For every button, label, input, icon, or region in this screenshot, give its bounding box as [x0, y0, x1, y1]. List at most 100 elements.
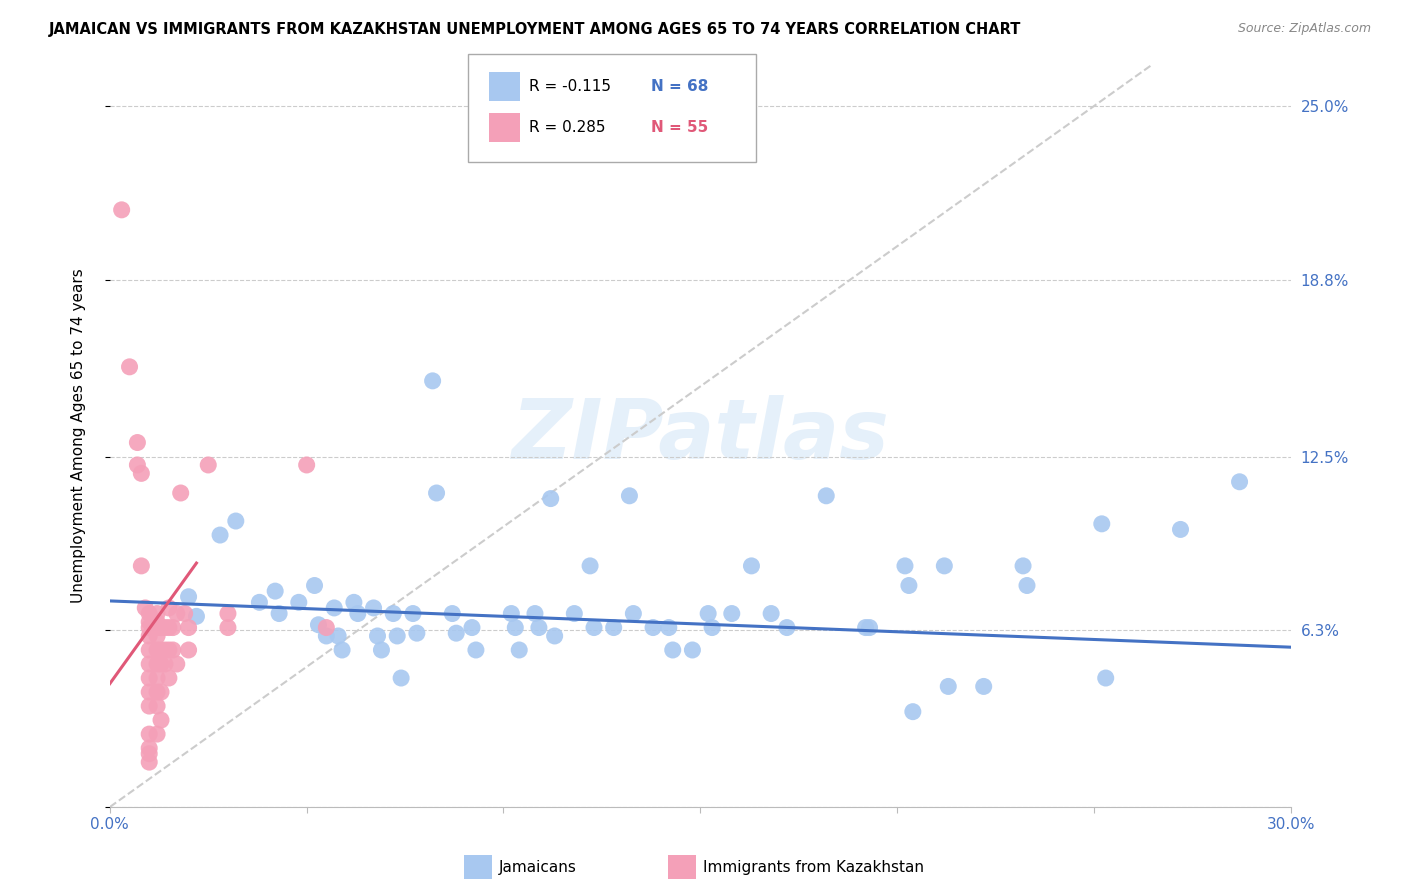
Point: [138, 671, 160, 685]
Point: [759, 607, 782, 621]
Point: [936, 680, 959, 694]
Point: [776, 621, 799, 635]
Point: [162, 643, 184, 657]
Point: [901, 705, 924, 719]
Point: [855, 621, 877, 635]
Point: [602, 621, 624, 635]
Point: [328, 629, 350, 643]
Point: [402, 607, 425, 621]
Point: [146, 621, 169, 635]
Point: [304, 578, 326, 592]
Point: [697, 607, 720, 621]
Point: [858, 621, 880, 635]
Point: [157, 601, 180, 615]
Text: Source: ZipAtlas.com: Source: ZipAtlas.com: [1237, 22, 1371, 36]
Point: [249, 595, 271, 609]
Text: JAMAICAN VS IMMIGRANTS FROM KAZAKHSTAN UNEMPLOYMENT AMONG AGES 65 TO 74 YEARS CO: JAMAICAN VS IMMIGRANTS FROM KAZAKHSTAN U…: [49, 22, 1022, 37]
Text: ZIPatlas: ZIPatlas: [512, 395, 889, 476]
Point: [1094, 671, 1116, 685]
Point: [1229, 475, 1251, 489]
Point: [661, 643, 683, 657]
Point: [1091, 516, 1114, 531]
Point: [621, 607, 644, 621]
Point: [146, 629, 169, 643]
Point: [111, 202, 134, 217]
Point: [134, 601, 156, 615]
Point: [934, 558, 956, 573]
Point: [138, 727, 160, 741]
Point: [370, 643, 392, 657]
Point: [894, 558, 917, 573]
Point: [186, 609, 208, 624]
Point: [387, 629, 409, 643]
Point: [441, 607, 464, 621]
Point: [146, 727, 169, 741]
Point: [1015, 578, 1038, 592]
Text: Immigrants from Kazakhstan: Immigrants from Kazakhstan: [703, 860, 924, 874]
Point: [973, 680, 995, 694]
Point: [720, 607, 742, 621]
Point: [815, 489, 838, 503]
Point: [138, 607, 160, 621]
Point: [264, 584, 287, 599]
Point: [153, 621, 176, 635]
Point: [138, 621, 160, 635]
Point: [315, 629, 337, 643]
Point: [343, 595, 366, 609]
Point: [225, 514, 247, 528]
Point: [897, 578, 920, 592]
Point: [1012, 558, 1035, 573]
Point: [508, 643, 530, 657]
Y-axis label: Unemployment Among Ages 65 to 74 years: Unemployment Among Ages 65 to 74 years: [72, 268, 86, 603]
Point: [127, 458, 149, 472]
Point: [150, 713, 173, 727]
Point: [323, 601, 346, 615]
Point: [540, 491, 562, 506]
Point: [162, 621, 184, 635]
Point: [177, 643, 200, 657]
Point: [138, 629, 160, 643]
Point: [150, 657, 173, 671]
Text: R = 0.285: R = 0.285: [529, 120, 605, 135]
Point: [127, 435, 149, 450]
Point: [138, 685, 160, 699]
Point: [681, 643, 703, 657]
Text: Jamaicans: Jamaicans: [499, 860, 576, 874]
Point: [157, 671, 180, 685]
Point: [138, 699, 160, 714]
Point: [138, 643, 160, 657]
Point: [118, 359, 141, 374]
Point: [582, 621, 605, 635]
Text: R = -0.115: R = -0.115: [529, 79, 610, 94]
Point: [197, 458, 219, 472]
Point: [288, 595, 311, 609]
Point: [177, 621, 200, 635]
Point: [150, 643, 173, 657]
Point: [579, 558, 602, 573]
Point: [138, 755, 160, 769]
Point: [166, 607, 188, 621]
Point: [315, 621, 337, 635]
Point: [619, 489, 641, 503]
Point: [464, 643, 486, 657]
Point: [209, 528, 232, 542]
Point: [461, 621, 484, 635]
Point: [562, 607, 585, 621]
Point: [146, 657, 169, 671]
Point: [1170, 523, 1192, 537]
Point: [138, 657, 160, 671]
Point: [150, 621, 173, 635]
Point: [389, 671, 412, 685]
Point: [658, 621, 681, 635]
Point: [217, 621, 239, 635]
Point: [131, 467, 153, 481]
Point: [641, 621, 664, 635]
Point: [217, 607, 239, 621]
Point: [382, 607, 405, 621]
Point: [146, 607, 169, 621]
Text: N = 68: N = 68: [651, 79, 709, 94]
Point: [170, 486, 193, 500]
Point: [157, 643, 180, 657]
Point: [166, 657, 188, 671]
Point: [146, 699, 169, 714]
